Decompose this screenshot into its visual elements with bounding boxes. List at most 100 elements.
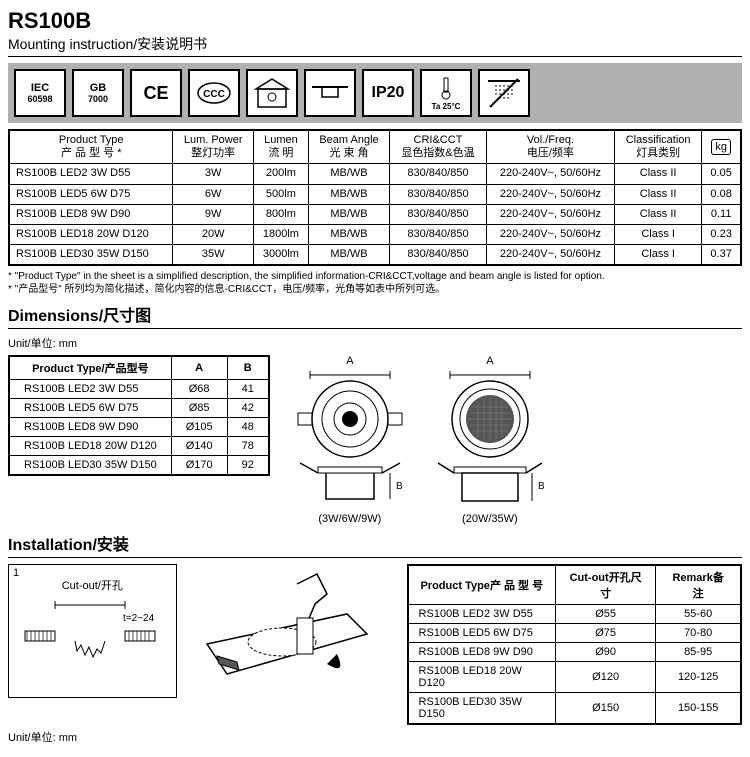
cut-col-co: Cut-out开孔尺寸 <box>556 565 656 605</box>
cell: 500lm <box>253 184 308 204</box>
cell: RS100B LED8 9W D90 <box>9 204 173 224</box>
svg-text:B: B <box>538 481 545 492</box>
cell: 800lm <box>253 204 308 224</box>
cell: Ø140 <box>171 437 227 456</box>
iec-icon: IEC 60598 <box>14 69 66 117</box>
cell: RS100B LED18 20W D120 <box>9 437 171 456</box>
cell: RS100B LED2 3W D55 <box>9 164 173 184</box>
cell: 0.23 <box>702 224 741 244</box>
cell: MB/WB <box>308 184 389 204</box>
cell: RS100B LED8 9W D90 <box>408 643 556 662</box>
cell: RS100B LED18 20W D120 <box>408 662 556 693</box>
cell: 150-155 <box>656 693 741 725</box>
cell: RS100B LED5 6W D75 <box>9 399 171 418</box>
cell: RS100B LED30 35W D150 <box>9 456 171 476</box>
divider <box>8 328 742 329</box>
table-row: RS100B LED5 6W D75Ø8542 <box>9 399 269 418</box>
cell: 0.37 <box>702 245 741 266</box>
cell: RS100B LED18 20W D120 <box>9 224 173 244</box>
dimensions-title: Dimensions/尺寸图 <box>8 302 742 326</box>
cell: 830/840/850 <box>390 184 487 204</box>
cut-col-rm: Remark备 注 <box>656 565 741 605</box>
ce-icon: CE <box>130 69 182 117</box>
cell: Ø105 <box>171 418 227 437</box>
diagram-label-2: (20W/35W) <box>462 513 518 525</box>
gb-bot: 7000 <box>88 94 108 104</box>
table-row: RS100B LED2 3W D553W200lmMB/WB830/840/85… <box>9 164 741 184</box>
table-row: RS100B LED18 20W D120Ø14078 <box>9 437 269 456</box>
ip-label: IP20 <box>372 84 405 102</box>
cell: 220-240V~, 50/60Hz <box>486 164 614 184</box>
install-panel-saw <box>187 564 397 696</box>
table-row: RS100B LED8 9W D909W800lmMB/WB830/840/85… <box>9 204 741 224</box>
compliance-icon-bar: IEC 60598 GB 7000 CE CCC IP20 Ta 25°C <box>8 63 742 123</box>
step-number: 1 <box>13 567 19 579</box>
divider <box>8 557 742 558</box>
col-lum-power: Lum. Power整灯功率 <box>173 130 253 164</box>
cell: 92 <box>227 456 269 476</box>
table-row: RS100B LED30 35W D150Ø150150-155 <box>408 693 741 725</box>
col-cri-cct: CRI&CCT显色指数&色温 <box>390 130 487 164</box>
cell: 48 <box>227 418 269 437</box>
col-classification: Classification灯具类别 <box>615 130 702 164</box>
cell: Class I <box>615 224 702 244</box>
cell: RS100B LED5 6W D75 <box>9 184 173 204</box>
cell: MB/WB <box>308 204 389 224</box>
product-code: RS100B <box>8 8 742 34</box>
cell: RS100B LED2 3W D55 <box>9 380 171 399</box>
footnote-line-1: * "Product Type" in the sheet is a simpl… <box>8 270 742 283</box>
cell: MB/WB <box>308 224 389 244</box>
iec-bot: 60598 <box>27 94 52 104</box>
ta-label: Ta 25°C <box>432 102 461 111</box>
table-row: RS100B LED5 6W D75Ø7570-80 <box>408 624 741 643</box>
cell: Class II <box>615 164 702 184</box>
table-row: RS100B LED8 9W D90Ø9085-95 <box>408 643 741 662</box>
cell: 830/840/850 <box>390 245 487 266</box>
spec-table: Product Type产 品 型 号 * Lum. Power整灯功率 Lum… <box>8 129 742 266</box>
ce-label: CE <box>143 83 168 104</box>
table-row: RS100B LED18 20W D12020W1800lmMB/WB830/8… <box>9 224 741 244</box>
cell: Ø150 <box>556 693 656 725</box>
footnote: * "Product Type" in the sheet is a simpl… <box>8 270 742 296</box>
cell: Class II <box>615 204 702 224</box>
ccc-icon: CCC <box>188 69 240 117</box>
cutout-label: Cut-out/开孔 <box>15 577 170 593</box>
cell: 6W <box>173 184 253 204</box>
cell: MB/WB <box>308 245 389 266</box>
cell: Class I <box>615 245 702 266</box>
diagram-large-wattage: A B (20W/35W) <box>430 355 550 525</box>
table-row: RS100B LED30 35W D150Ø17092 <box>9 456 269 476</box>
dimensions-unit: Unit/单位: mm <box>8 335 742 351</box>
col-weight: kg <box>702 130 741 164</box>
cell: 55-60 <box>656 605 741 624</box>
col-lumen: Lumen流 明 <box>253 130 308 164</box>
cell: Ø55 <box>556 605 656 624</box>
cell: 9W <box>173 204 253 224</box>
svg-text:CCC: CCC <box>203 89 225 100</box>
cell: MB/WB <box>308 164 389 184</box>
svg-text:t=2~24: t=2~24 <box>123 613 155 624</box>
cell: 0.05 <box>702 164 741 184</box>
cell: RS100B LED8 9W D90 <box>9 418 171 437</box>
dim-col-a: A <box>171 356 227 380</box>
ta-icon: Ta 25°C <box>420 69 472 117</box>
cell: RS100B LED5 6W D75 <box>408 624 556 643</box>
cut-col-pt: Product Type产 品 型 号 <box>408 565 556 605</box>
col-beam-angle: Beam Angle光 束 角 <box>308 130 389 164</box>
footnote-line-2: * "产品型号" 所列均为简化描述，简化内容的信息-CRI&CCT，电压/频率，… <box>8 283 742 296</box>
cell: 3W <box>173 164 253 184</box>
col-product-type: Product Type产 品 型 号 * <box>9 130 173 164</box>
cell: Ø68 <box>171 380 227 399</box>
ip-rating-icon: IP20 <box>362 69 414 117</box>
cell: 220-240V~, 50/60Hz <box>486 204 614 224</box>
cell: Ø90 <box>556 643 656 662</box>
installation-unit: Unit/单位: mm <box>8 729 742 745</box>
diagram-small-wattage: A B (3W/6W/9W) <box>290 355 410 525</box>
svg-text:B: B <box>396 481 403 492</box>
gb-top: GB <box>90 82 107 94</box>
cell: 200lm <box>253 164 308 184</box>
cell: 830/840/850 <box>390 204 487 224</box>
cell: 20W <box>173 224 253 244</box>
cell: RS100B LED30 35W D150 <box>408 693 556 725</box>
indoor-icon <box>246 69 298 117</box>
